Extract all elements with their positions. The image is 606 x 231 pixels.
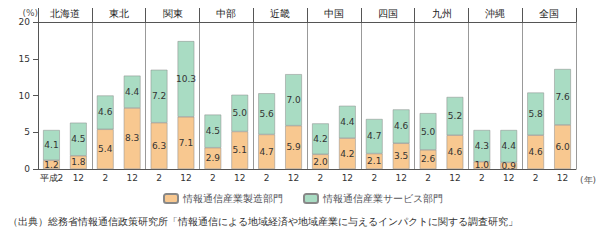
svg-text:12: 12: [73, 173, 84, 183]
svg-text:四国: 四国: [378, 8, 398, 19]
svg-text:0.9: 0.9: [502, 161, 517, 171]
svg-text:2: 2: [210, 173, 216, 183]
svg-text:5.0: 5.0: [233, 108, 248, 118]
svg-text:関東: 関東: [163, 8, 183, 19]
svg-text:12: 12: [395, 173, 406, 183]
svg-text:中部: 中部: [216, 8, 236, 19]
svg-text:4.7: 4.7: [259, 147, 273, 157]
svg-text:6.0: 6.0: [555, 142, 570, 152]
svg-text:4.4: 4.4: [502, 141, 517, 151]
svg-text:15: 15: [19, 54, 30, 64]
svg-text:4.1: 4.1: [44, 140, 58, 150]
svg-text:全国: 全国: [539, 8, 559, 19]
svg-text:20: 20: [19, 17, 31, 27]
svg-text:2: 2: [264, 173, 270, 183]
svg-text:3.5: 3.5: [394, 151, 408, 161]
svg-text:5.9: 5.9: [286, 142, 301, 152]
svg-text:中国: 中国: [324, 8, 344, 19]
svg-text:12: 12: [126, 173, 137, 183]
svg-text:平成2: 平成2: [40, 173, 64, 183]
svg-text:4.6: 4.6: [98, 107, 113, 117]
svg-text:2: 2: [425, 173, 431, 183]
svg-text:12: 12: [449, 173, 460, 183]
svg-text:4.4: 4.4: [125, 87, 140, 97]
svg-text:4.6: 4.6: [394, 121, 409, 131]
svg-text:1.2: 1.2: [44, 160, 58, 170]
svg-text:0: 0: [24, 164, 30, 174]
svg-text:4.3: 4.3: [475, 141, 489, 151]
svg-text:5.2: 5.2: [448, 111, 462, 121]
svg-text:7.2: 7.2: [152, 91, 166, 101]
svg-text:(年): (年): [580, 175, 596, 185]
svg-text:4.5: 4.5: [71, 134, 85, 144]
svg-text:12: 12: [342, 173, 353, 183]
svg-text:7.1: 7.1: [179, 138, 193, 148]
svg-text:4.6: 4.6: [448, 147, 463, 157]
svg-text:5.6: 5.6: [259, 109, 274, 119]
svg-text:4.2: 4.2: [340, 149, 354, 159]
svg-text:10.3: 10.3: [176, 74, 196, 84]
svg-text:2.9: 2.9: [206, 153, 221, 163]
svg-text:4.2: 4.2: [313, 134, 327, 144]
svg-text:5.0: 5.0: [421, 127, 436, 137]
svg-text:近畿: 近畿: [270, 8, 290, 19]
svg-text:2: 2: [371, 173, 377, 183]
svg-text:沖縄: 沖縄: [485, 8, 505, 19]
svg-text:4.5: 4.5: [206, 126, 220, 136]
svg-text:6.3: 6.3: [152, 141, 166, 151]
svg-text:情報通信産業製造部門: 情報通信産業製造部門: [182, 193, 283, 204]
svg-text:1.8: 1.8: [71, 157, 86, 167]
svg-text:4.7: 4.7: [367, 131, 381, 141]
svg-text:2.0: 2.0: [313, 157, 328, 167]
svg-text:2: 2: [102, 173, 108, 183]
svg-text:4.6: 4.6: [528, 147, 543, 157]
svg-text:10: 10: [19, 91, 31, 101]
svg-text:7.6: 7.6: [555, 92, 570, 102]
svg-text:5.1: 5.1: [233, 145, 247, 155]
svg-text:北海道: 北海道: [50, 8, 80, 19]
svg-text:2: 2: [156, 173, 162, 183]
svg-text:東北: 東北: [109, 8, 129, 19]
svg-text:5.8: 5.8: [528, 109, 543, 119]
svg-text:2.1: 2.1: [367, 156, 381, 166]
svg-text:12: 12: [234, 173, 245, 183]
svg-text:5: 5: [24, 127, 30, 137]
svg-text:4.4: 4.4: [340, 117, 355, 127]
svg-text:12: 12: [503, 173, 514, 183]
svg-text:5.4: 5.4: [98, 144, 113, 154]
svg-text:2: 2: [479, 173, 485, 183]
svg-text:情報通信産業サービス部門: 情報通信産業サービス部門: [322, 193, 443, 204]
svg-text:7.0: 7.0: [286, 95, 301, 105]
svg-text:2: 2: [533, 173, 539, 183]
svg-text:12: 12: [180, 173, 191, 183]
svg-text:九州: 九州: [432, 8, 452, 19]
svg-text:12: 12: [288, 173, 299, 183]
svg-text:1.0: 1.0: [475, 160, 490, 170]
svg-text:2.6: 2.6: [421, 154, 436, 164]
svg-text:12: 12: [557, 173, 568, 183]
svg-text:2: 2: [318, 173, 324, 183]
svg-text:（出典）総務省情報通信政策研究所「情報通信による地域経済や地: （出典）総務省情報通信政策研究所「情報通信による地域経済や地域産業に与えるインパ…: [8, 216, 518, 227]
svg-text:8.3: 8.3: [125, 133, 139, 143]
